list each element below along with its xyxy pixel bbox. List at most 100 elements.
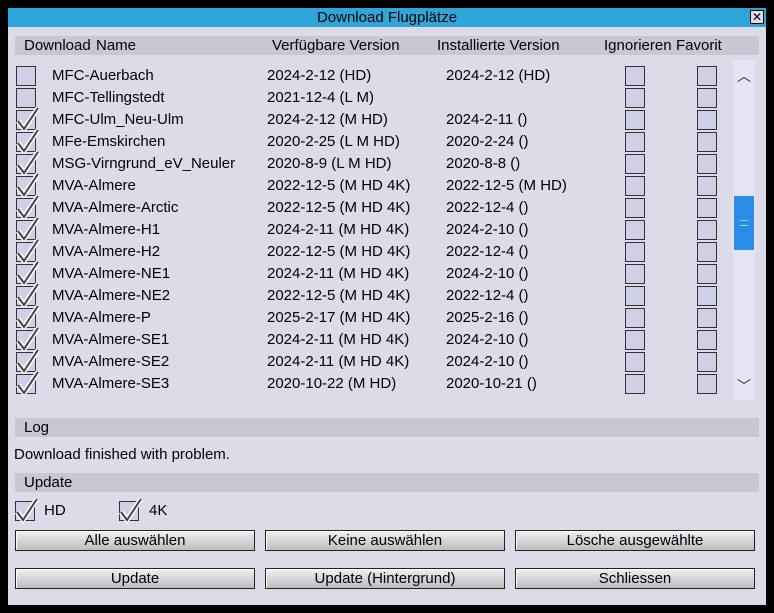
favorite-checkbox[interactable] [697,198,717,218]
favorite-checkbox[interactable] [697,88,717,108]
checkmark-icon [16,304,41,331]
table-row[interactable]: MFC-Ulm_Neu-Ulm 2024-2-12 (M HD) 2024-2-… [15,106,733,133]
table-row[interactable]: MVA-Almere 2022-12-5 (M HD 4K) 2022-12-5… [15,172,733,199]
download-checkbox[interactable] [16,106,41,133]
close-dialog-button[interactable]: Schliessen [515,568,755,589]
window-title: Download Flugplätze [316,9,458,26]
download-checkbox[interactable] [16,194,41,221]
favorite-checkbox[interactable] [697,154,717,174]
ignore-checkbox[interactable] [625,176,645,196]
table-row[interactable]: MVA-Almere-SE3 2020-10-22 (M HD) 2020-10… [15,370,733,397]
table-row[interactable]: MVA-Almere-SE2 2024-2-11 (M HD 4K) 2024-… [15,348,733,375]
download-checkbox[interactable] [16,172,41,199]
table-row[interactable]: MVA-Almere-H2 2022-12-5 (M HD 4K) 2022-1… [15,238,733,265]
ignore-checkbox[interactable] [625,308,645,328]
favorite-checkbox[interactable] [697,352,717,372]
available-version: 2024-2-11 (M HD 4K) [267,331,410,348]
favorite-checkbox[interactable] [697,286,717,306]
checkmark-icon [16,216,41,243]
checkmark-icon [16,282,41,309]
delete-selected-button[interactable]: Lösche ausgewählte [515,530,755,551]
ignore-checkbox[interactable] [625,132,645,152]
airfield-name: MVA-Almere [52,177,136,194]
favorite-checkbox[interactable] [697,374,717,394]
download-checkbox[interactable] [16,216,41,243]
available-version: 2022-12-5 (M HD 4K) [267,243,411,260]
update-button[interactable]: Update [15,568,255,589]
ignore-checkbox[interactable] [625,374,645,394]
chevron-down-icon[interactable]: ﹀ [737,378,751,394]
hd-checkbox[interactable] [15,497,40,524]
airfield-name: MVA-Almere-H2 [52,243,161,260]
table-row[interactable]: MFC-Tellingstedt 2021-12-4 (L M) [15,87,733,109]
airfield-name: MFe-Emskirchen [52,133,166,150]
table-row[interactable]: MVA-Almere-SE1 2024-2-11 (M HD 4K) 2024-… [15,326,733,353]
ignore-checkbox[interactable] [625,198,645,218]
table-row[interactable]: MSG-Virngrund_eV_Neuler 2020-8-9 (L M HD… [15,150,733,177]
ignore-checkbox[interactable] [625,330,645,350]
col-ignore[interactable]: Ignorieren [604,37,672,54]
col-favorite[interactable]: Favorit [676,37,722,54]
favorite-checkbox[interactable] [697,330,717,350]
select-all-button[interactable]: Alle auswählen [15,530,255,551]
update-header-label: Update [24,474,73,491]
column-header: Download Name Verfügbare Version Install… [15,36,759,55]
installed-version: 2022-12-4 () [446,243,529,260]
available-version: 2020-10-22 (M HD) [267,375,397,392]
download-checkbox[interactable] [16,238,41,265]
download-checkbox[interactable] [16,66,36,86]
ignore-checkbox[interactable] [625,66,645,86]
table-row[interactable]: MVA-Almere-NE1 2024-2-11 (M HD 4K) 2024-… [15,260,733,287]
airfield-name: MVA-Almere-NE1 [52,265,171,282]
download-checkbox[interactable] [16,326,41,353]
favorite-checkbox[interactable] [697,220,717,240]
ignore-checkbox[interactable] [625,154,645,174]
download-checkbox[interactable] [16,282,41,309]
favorite-checkbox[interactable] [697,66,717,86]
select-none-button[interactable]: Keine auswählen [265,530,505,551]
favorite-checkbox[interactable] [697,308,717,328]
download-checkbox[interactable] [16,128,41,155]
scrollbar-thumb[interactable] [734,196,754,250]
table-row[interactable]: MVA-Almere-Arctic 2022-12-5 (M HD 4K) 20… [15,194,733,221]
download-checkbox[interactable] [16,88,36,108]
favorite-checkbox[interactable] [697,176,717,196]
installed-version: 2024-2-10 () [446,221,529,238]
4k-checkbox[interactable] [119,497,144,524]
airfield-name: MVA-Almere-H1 [52,221,161,238]
table-row[interactable]: MVA-Almere-P 2025-2-17 (M HD 4K) 2025-2-… [15,304,733,331]
download-checkbox[interactable] [16,348,41,375]
table-row[interactable]: MFC-Auerbach 2024-2-12 (HD) 2024-2-12 (H… [15,65,733,87]
col-name[interactable]: Name [96,37,137,54]
airfield-name: MVA-Almere-P [52,309,151,326]
ignore-checkbox[interactable] [625,88,645,108]
chevron-up-icon[interactable]: ︿ [737,68,751,84]
ignore-checkbox[interactable] [625,220,645,240]
update-background-button[interactable]: Update (Hintergrund) [265,568,505,589]
installed-version: 2024-2-10 () [446,353,529,370]
favorite-checkbox[interactable] [697,264,717,284]
favorite-checkbox[interactable] [697,132,717,152]
col-installed[interactable]: Installierte Version [437,37,560,54]
ignore-checkbox[interactable] [625,242,645,262]
table-row[interactable]: MFe-Emskirchen 2020-2-25 (L M HD) 2020-2… [15,128,733,155]
download-checkbox[interactable] [16,304,41,331]
ignore-checkbox[interactable] [625,264,645,284]
ignore-checkbox[interactable] [625,352,645,372]
close-button[interactable]: ✕ [750,10,764,24]
favorite-checkbox[interactable] [697,110,717,130]
col-available[interactable]: Verfügbare Version [272,37,400,54]
table-row[interactable]: MVA-Almere-H1 2024-2-11 (M HD 4K) 2024-2… [15,216,733,243]
download-checkbox[interactable] [16,150,41,177]
download-checkbox[interactable] [16,260,41,287]
table-row[interactable]: MVA-Almere-NE2 2022-12-5 (M HD 4K) 2022-… [15,282,733,309]
ignore-checkbox[interactable] [625,110,645,130]
favorite-checkbox[interactable] [697,242,717,262]
col-download[interactable]: Download [24,37,91,54]
hd-label: HD [44,502,66,519]
download-checkbox[interactable] [16,370,41,397]
close-icon: ✕ [751,10,763,24]
scrollbar[interactable]: ︿ ﹀ [733,60,755,400]
ignore-checkbox[interactable] [625,286,645,306]
airfield-name: MVA-Almere-Arctic [52,199,179,216]
